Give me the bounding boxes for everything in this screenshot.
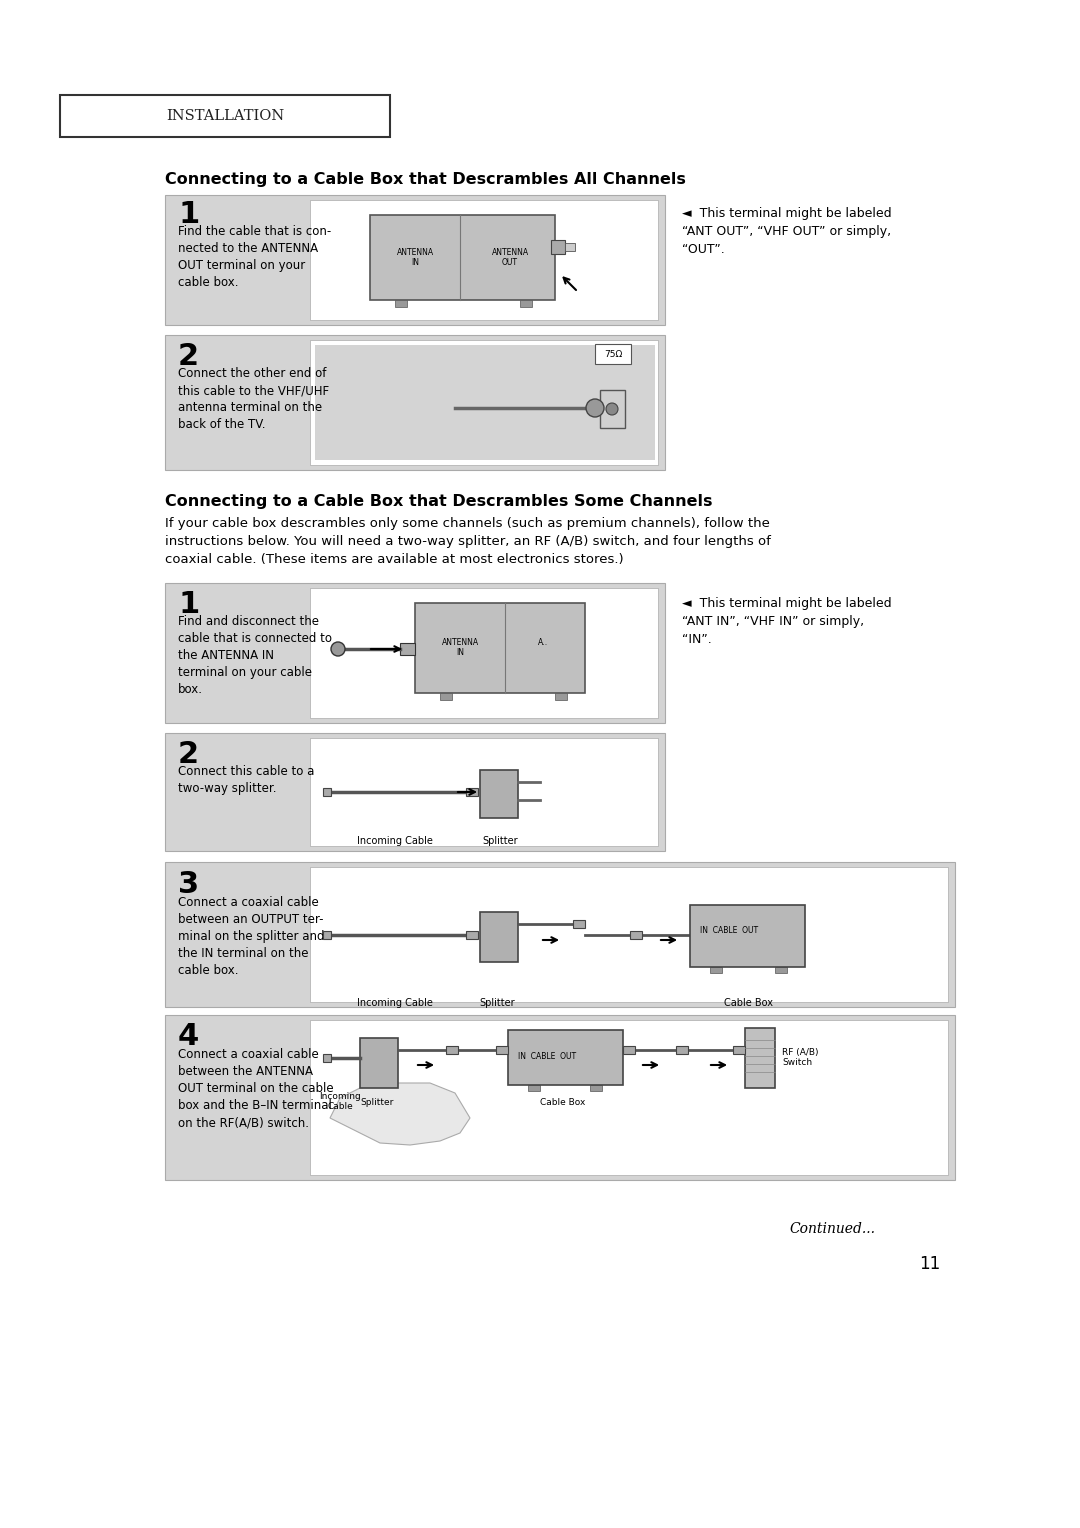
Text: ANTENNA
OUT: ANTENNA OUT: [491, 248, 528, 267]
Text: Splitter: Splitter: [482, 836, 517, 847]
Text: Connect the other end of
this cable to the VHF/UHF
antenna terminal on the
back : Connect the other end of this cable to t…: [178, 367, 329, 431]
Bar: [165, 733, 665, 851]
Bar: [465, 788, 478, 796]
Text: IN  CABLE  OUT: IN CABLE OUT: [700, 926, 758, 935]
Text: Connect a coaxial cable
between the ANTENNA
OUT terminal on the cable
box and th: Connect a coaxial cable between the ANTE…: [178, 1048, 334, 1129]
Bar: [555, 694, 567, 700]
Bar: [360, 1038, 399, 1088]
Bar: [573, 920, 585, 927]
Bar: [528, 1085, 540, 1091]
Bar: [310, 341, 658, 465]
Text: Find the cable that is con-
nected to the ANTENNA
OUT terminal on your
cable box: Find the cable that is con- nected to th…: [178, 225, 332, 289]
Bar: [519, 299, 532, 307]
Text: 4: 4: [178, 1022, 199, 1051]
Text: ◄  This terminal might be labeled
“ANT OUT”, “VHF OUT” or simply,
“OUT”.: ◄ This terminal might be labeled “ANT OU…: [681, 206, 892, 257]
Text: ANTENNA
IN: ANTENNA IN: [396, 248, 433, 267]
Text: 1: 1: [178, 590, 199, 619]
Bar: [310, 738, 658, 847]
Text: Cable Box: Cable Box: [724, 998, 772, 1008]
Text: Connect this cable to a
two-way splitter.: Connect this cable to a two-way splitter…: [178, 766, 314, 795]
Text: 75Ω: 75Ω: [604, 350, 622, 359]
Text: Connect a coaxial cable
between an OUTPUT ter-
minal on the splitter and
the IN : Connect a coaxial cable between an OUTPU…: [178, 895, 324, 976]
Bar: [165, 335, 665, 471]
Bar: [565, 243, 575, 251]
Bar: [310, 866, 948, 1002]
Bar: [323, 788, 330, 796]
Bar: [310, 200, 658, 319]
Text: Incoming Cable: Incoming Cable: [357, 836, 433, 847]
Bar: [496, 1047, 508, 1054]
Text: INSTALLATION: INSTALLATION: [166, 108, 284, 122]
Text: Incoming
Cable: Incoming Cable: [319, 1093, 361, 1111]
Bar: [590, 1085, 602, 1091]
Text: 11: 11: [919, 1254, 941, 1273]
Text: 2: 2: [178, 342, 199, 371]
Bar: [745, 1028, 775, 1088]
Text: If your cable box descrambles only some channels (such as premium channels), fol: If your cable box descrambles only some …: [165, 516, 771, 565]
Text: ANTENNA
IN: ANTENNA IN: [442, 639, 478, 657]
Bar: [400, 643, 415, 656]
Text: IN  CABLE  OUT: IN CABLE OUT: [518, 1051, 576, 1060]
Text: Cable Box: Cable Box: [540, 1099, 585, 1106]
Text: Continued...: Continued...: [789, 1222, 875, 1236]
Text: 3: 3: [178, 869, 199, 898]
Bar: [310, 1021, 948, 1175]
Bar: [710, 967, 723, 973]
Bar: [60, 95, 390, 138]
Bar: [415, 604, 585, 694]
Bar: [370, 215, 555, 299]
Bar: [480, 912, 518, 963]
Bar: [323, 1054, 330, 1062]
Text: Incoming Cable: Incoming Cable: [357, 998, 433, 1008]
Text: RF (A/B)
Switch: RF (A/B) Switch: [782, 1048, 819, 1068]
Bar: [733, 1047, 745, 1054]
Bar: [630, 931, 642, 940]
Text: Splitter: Splitter: [361, 1099, 394, 1106]
Text: 1: 1: [178, 200, 199, 229]
Bar: [165, 584, 665, 723]
Bar: [600, 390, 625, 428]
Text: Find and disconnect the
cable that is connected to
the ANTENNA IN
terminal on yo: Find and disconnect the cable that is co…: [178, 614, 332, 695]
Bar: [623, 1047, 635, 1054]
Bar: [676, 1047, 688, 1054]
Circle shape: [606, 403, 618, 416]
Bar: [165, 196, 665, 325]
Bar: [595, 344, 631, 364]
Circle shape: [330, 642, 345, 656]
Bar: [310, 588, 658, 718]
Bar: [440, 694, 453, 700]
Bar: [551, 240, 565, 254]
Bar: [446, 1047, 458, 1054]
Text: 2: 2: [178, 740, 199, 769]
Text: Connecting to a Cable Box that Descrambles Some Channels: Connecting to a Cable Box that Descrambl…: [165, 494, 713, 509]
Bar: [395, 299, 407, 307]
Bar: [775, 967, 787, 973]
Bar: [323, 931, 330, 940]
Polygon shape: [330, 1083, 470, 1144]
Bar: [480, 770, 518, 817]
Bar: [465, 931, 478, 940]
Bar: [165, 862, 955, 1007]
Bar: [508, 1030, 623, 1085]
Text: A‥: A‥: [538, 639, 549, 646]
Text: Splitter: Splitter: [480, 998, 515, 1008]
Text: ◄  This terminal might be labeled
“ANT IN”, “VHF IN” or simply,
“IN”.: ◄ This terminal might be labeled “ANT IN…: [681, 597, 892, 646]
Bar: [690, 905, 805, 967]
Circle shape: [586, 399, 604, 417]
Bar: [165, 1015, 955, 1180]
Bar: [315, 345, 654, 460]
Text: Connecting to a Cable Box that Descrambles All Channels: Connecting to a Cable Box that Descrambl…: [165, 173, 686, 186]
